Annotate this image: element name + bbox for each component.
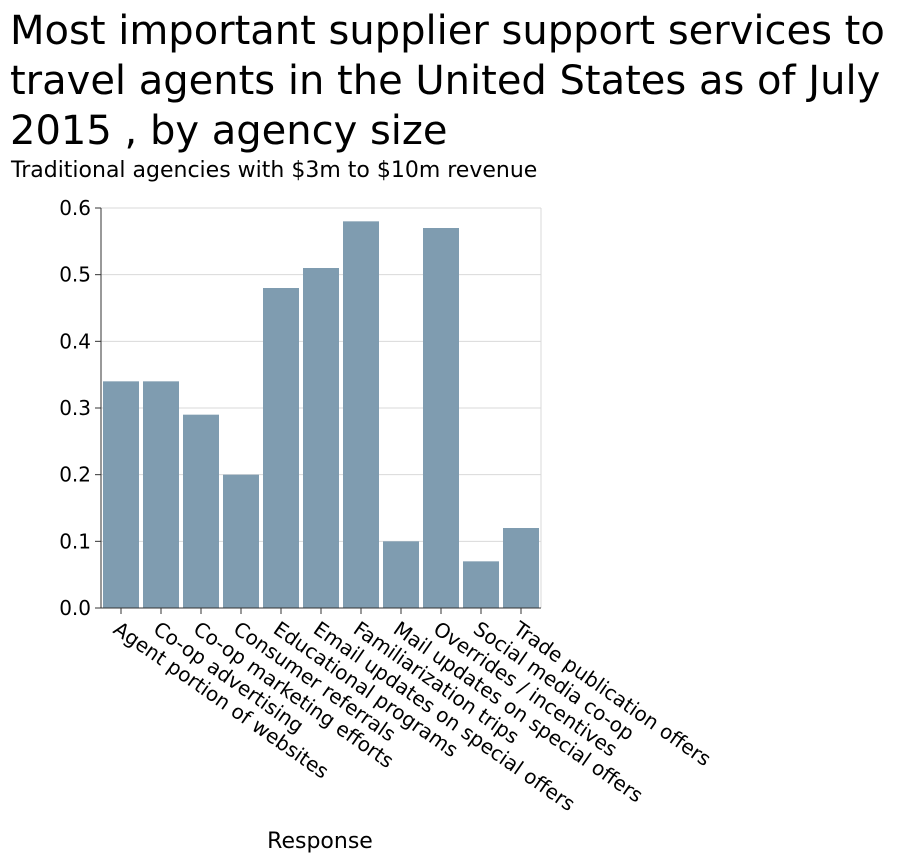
bar	[223, 474, 259, 608]
y-tick-label: 0.1	[59, 529, 91, 553]
y-tick-label: 0.0	[59, 596, 91, 620]
bars	[103, 221, 539, 609]
chart-title: Most important supplier support services…	[10, 8, 885, 154]
axes	[95, 207, 541, 614]
bar	[303, 268, 339, 608]
y-tick-label: 0.4	[59, 329, 91, 353]
bar	[183, 414, 219, 608]
y-tick-label: 0.5	[59, 263, 91, 287]
y-tick-label: 0.3	[59, 396, 91, 420]
y-tick-label: 0.6	[59, 196, 91, 220]
bar	[343, 221, 379, 609]
y-tick-labels: 0.0 0.1 0.2 0.3 0.4 0.5 0.6	[59, 196, 91, 620]
bar	[463, 561, 499, 608]
bar	[423, 228, 459, 608]
bar	[103, 381, 139, 608]
x-axis-title: Response	[267, 829, 373, 854]
y-tick-label: 0.2	[59, 463, 91, 487]
bar	[143, 381, 179, 608]
bar	[503, 528, 539, 608]
bar	[263, 288, 299, 608]
bar	[383, 541, 419, 608]
chart-subtitle: Traditional agencies with $3m to $10m re…	[11, 158, 538, 183]
